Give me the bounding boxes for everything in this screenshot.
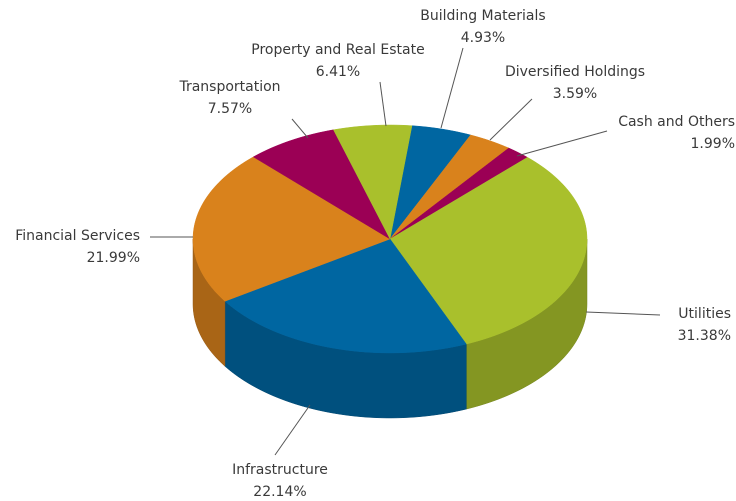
slice-label: Utilities <box>678 306 731 322</box>
slice-value-label: 7.57% <box>208 101 252 117</box>
slice-value-label: 31.38% <box>678 328 731 344</box>
leader-line <box>516 130 608 157</box>
leader-line <box>274 404 311 456</box>
slice-label: Transportation <box>178 79 280 95</box>
slice <box>224 238 467 354</box>
leader-line <box>291 118 309 139</box>
slice <box>333 124 413 240</box>
slice-label: Cash and Others <box>618 114 735 130</box>
slice-value-label: 22.14% <box>253 484 306 500</box>
leader-line <box>440 47 464 129</box>
slice-value-label: 6.41% <box>316 64 360 80</box>
slice-value-label: 4.93% <box>461 30 505 46</box>
pie-tops <box>192 124 588 354</box>
labels: Building Materials 4.93% Diversified Holdi… <box>15 8 735 500</box>
slice-value-label: 1.99% <box>691 136 735 152</box>
slice <box>389 147 528 240</box>
leader-line <box>585 311 661 316</box>
slice <box>252 129 391 240</box>
slice-label: Infrastructure <box>232 462 328 478</box>
slice-label: Property and Real Estate <box>251 42 424 58</box>
leader-line <box>379 81 387 127</box>
slice <box>389 125 472 240</box>
slice-label: Financial Services <box>15 228 140 244</box>
pie-sides <box>192 238 588 419</box>
slice <box>389 157 588 345</box>
slice <box>389 134 510 240</box>
leader-line <box>489 98 533 141</box>
slice-label: Diversified Holdings <box>505 64 645 80</box>
slice-value-label: 21.99% <box>87 250 140 266</box>
slice <box>192 156 391 302</box>
slice-label: Building Materials <box>420 8 545 24</box>
slice-value-label: 3.59% <box>553 86 597 102</box>
